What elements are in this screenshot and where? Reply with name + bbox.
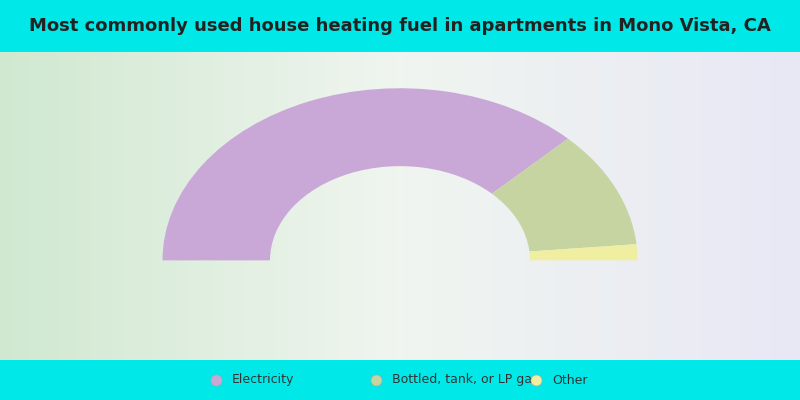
Text: Most commonly used house heating fuel in apartments in Mono Vista, CA: Most commonly used house heating fuel in… bbox=[29, 17, 771, 35]
Wedge shape bbox=[162, 88, 568, 260]
Wedge shape bbox=[492, 139, 637, 252]
Text: Bottled, tank, or LP gas: Bottled, tank, or LP gas bbox=[392, 374, 538, 386]
Text: Electricity: Electricity bbox=[232, 374, 294, 386]
Wedge shape bbox=[530, 244, 638, 260]
Text: Other: Other bbox=[552, 374, 587, 386]
